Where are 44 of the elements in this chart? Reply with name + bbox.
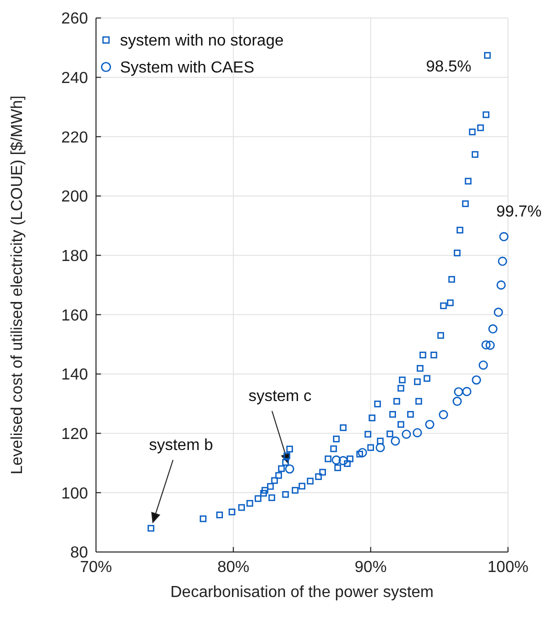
y-tick-label: 180 <box>61 248 88 265</box>
point <box>486 340 495 350</box>
y-tick-label: 140 <box>61 366 88 384</box>
point <box>425 420 434 430</box>
x-axis-title: Decarbonisation of the power system <box>170 584 434 601</box>
point <box>472 375 482 385</box>
point <box>338 456 348 466</box>
legend-label: system with no storage <box>120 32 284 50</box>
y-tick-label: 220 <box>61 129 88 146</box>
point <box>478 360 488 370</box>
y-tick-label: 100 <box>61 485 88 502</box>
y-tick-label: 240 <box>61 70 88 87</box>
y-tick-label: 160 <box>61 307 88 324</box>
point <box>494 308 503 317</box>
point <box>390 436 400 446</box>
y-tick-label: 200 <box>61 188 88 206</box>
x-tick-label: 70% <box>80 559 112 576</box>
point <box>498 256 508 266</box>
point <box>412 428 422 438</box>
x-tick-label: 80% <box>217 559 250 576</box>
point <box>481 340 491 350</box>
point <box>285 464 294 474</box>
y-tick-label: 260 <box>61 10 88 28</box>
point <box>454 387 464 396</box>
y-axis-title: Levelised cost of utilised electricity (LCOUE) [$/MWh] <box>9 96 26 474</box>
point <box>496 280 506 290</box>
annotation: 98.5% <box>426 58 472 76</box>
x-tick-label: 100% <box>488 559 528 576</box>
point <box>438 410 448 420</box>
x-tick-label: 90% <box>354 559 387 576</box>
annotation: system c <box>248 388 312 405</box>
point <box>376 442 385 452</box>
point <box>332 455 341 465</box>
legend-label: System with CAES <box>120 60 254 77</box>
point <box>462 386 472 396</box>
point <box>402 430 411 439</box>
point <box>452 396 462 406</box>
point <box>488 324 498 334</box>
point <box>358 448 368 458</box>
annotation: system b <box>148 437 214 454</box>
annotation: 99.7% <box>496 204 542 221</box>
point <box>499 232 508 242</box>
y-tick-label: 80 <box>70 544 88 562</box>
y-tick-label: 120 <box>61 426 88 443</box>
